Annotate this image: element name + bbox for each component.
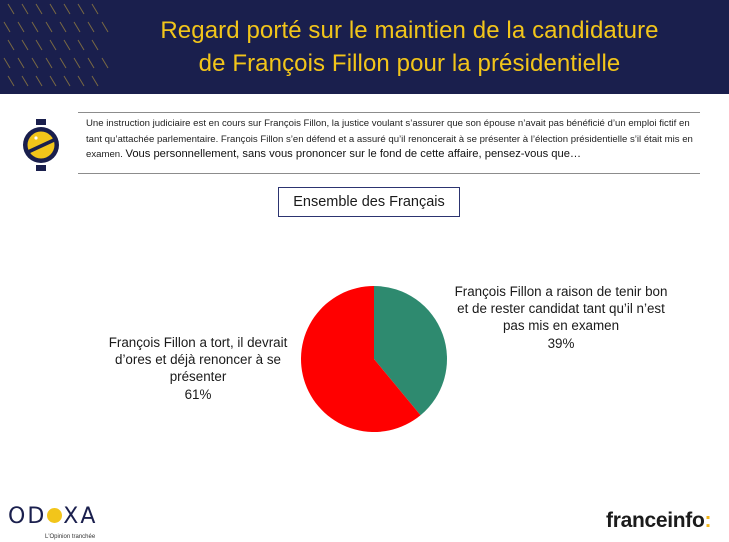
- page-title-line-1: Regard porté sur le maintien de la candi…: [160, 17, 659, 44]
- odoxa-wordmark: OD XA: [8, 504, 98, 529]
- question-coin-icon: [23, 119, 59, 171]
- slice-label-keep-candidacy: François Fillon a raison de tenir bon et…: [452, 283, 670, 352]
- question-lead: Vous personnellement, sans vous prononce…: [125, 148, 582, 160]
- odoxa-logo: OD XA L'Opinion tranchée: [8, 504, 98, 540]
- header-decorative-pattern: [3, 3, 109, 87]
- pie-slice-keep-candidacy: [374, 286, 447, 416]
- franceinfo-logo: franceinfo:: [606, 509, 712, 533]
- audience-label: Ensemble des Français: [278, 187, 460, 217]
- question-text-box: Une instruction judiciaire est en cours …: [78, 112, 700, 174]
- page-title-line-2: de François Fillon pour la présidentiell…: [198, 50, 621, 77]
- franceinfo-colon: :: [704, 509, 712, 532]
- franceinfo-wordmark: franceinfo: [606, 509, 705, 532]
- slice-label-keep-candidacy-text: François Fillon a raison de tenir bon et…: [454, 284, 668, 334]
- page-title: Regard porté sur le maintien de la candi…: [110, 14, 709, 80]
- pie-chart-svg: [301, 286, 447, 432]
- slice-value-keep-candidacy: 39%: [547, 335, 575, 351]
- odoxa-tagline: L'Opinion tranchée: [45, 534, 96, 540]
- question-context: Une instruction judiciaire est en cours …: [86, 118, 693, 160]
- slice-label-withdraw-text: François Fillon a tort, il devrait d’ore…: [108, 335, 288, 385]
- pie-slice-withdraw: [301, 286, 421, 432]
- slice-value-withdraw: 61%: [184, 386, 212, 402]
- slice-label-withdraw: François Fillon a tort, il devrait d’ore…: [100, 334, 296, 403]
- odoxa-coin-icon: [47, 508, 63, 523]
- pie-chart: [300, 285, 448, 433]
- header-banner: Regard porté sur le maintien de la candi…: [0, 0, 729, 94]
